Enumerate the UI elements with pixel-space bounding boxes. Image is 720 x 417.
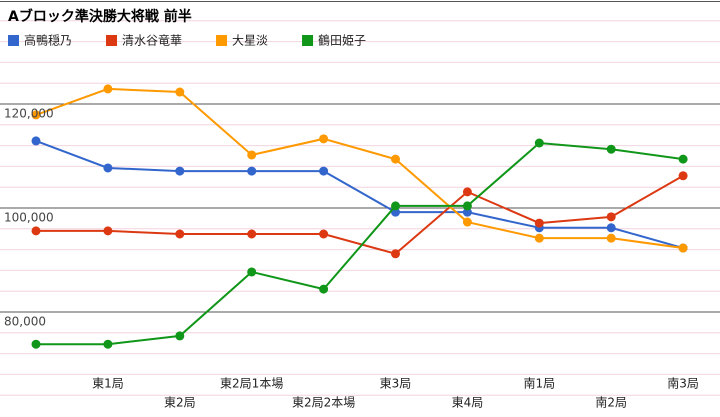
data-point — [247, 150, 257, 160]
data-point — [31, 339, 41, 349]
y-tick-label: 120,000 — [4, 107, 54, 121]
data-point — [103, 84, 113, 94]
data-point — [606, 144, 616, 154]
data-point — [678, 243, 688, 253]
legend-swatch — [216, 35, 228, 46]
x-tick-label: 南1局 — [523, 376, 555, 391]
series-line — [36, 141, 684, 346]
data-point — [462, 207, 472, 217]
data-point — [391, 249, 400, 259]
series-line — [36, 174, 684, 255]
x-tick-label: 南2局 — [595, 395, 627, 410]
x-tick-label: 東2局1本場 — [220, 377, 283, 391]
legend-label: 鶴田姫子 — [318, 33, 366, 48]
data-point — [31, 136, 41, 146]
legend-swatch — [106, 35, 118, 46]
legend-label: 大星淡 — [232, 34, 268, 48]
data-point — [31, 226, 41, 236]
data-point — [534, 218, 544, 228]
x-tick-label: 南3局 — [667, 376, 699, 391]
chart-title: Aブロック準決勝大将戦 前半 — [8, 8, 192, 25]
data-point — [247, 166, 257, 176]
data-point — [175, 229, 185, 239]
data-point — [175, 166, 185, 176]
data-point — [678, 171, 688, 181]
data-point — [606, 212, 616, 222]
data-point — [103, 163, 113, 173]
data-point — [462, 201, 472, 211]
data-point — [534, 233, 544, 243]
data-point — [678, 154, 688, 164]
data-point — [103, 226, 113, 236]
data-point — [462, 217, 472, 227]
x-tick-label: 東1局 — [92, 377, 124, 391]
data-point — [31, 110, 41, 120]
x-tick-label: 東3局 — [380, 377, 412, 391]
legend-swatch — [302, 35, 314, 46]
data-point — [534, 138, 544, 148]
data-point — [103, 339, 113, 349]
data-point — [319, 134, 329, 144]
data-point — [319, 284, 329, 294]
data-point — [391, 154, 400, 164]
y-tick-label: 80,000 — [4, 315, 46, 329]
data-point — [462, 187, 472, 197]
data-point — [175, 331, 185, 341]
data-point — [606, 233, 616, 243]
data-point — [175, 87, 185, 97]
lines — [31, 84, 688, 349]
data-point — [606, 223, 616, 233]
data-point — [319, 229, 329, 239]
series-line — [35, 139, 684, 250]
legend-label: 高鴨穏乃 — [24, 33, 72, 48]
legend-swatch — [8, 35, 19, 46]
data-point — [247, 229, 257, 239]
grid — [0, 1, 720, 396]
series-line — [35, 87, 684, 250]
data-point — [319, 166, 329, 176]
legend-label: 清水谷竜華 — [122, 34, 182, 48]
y-tick-label: 100,000 — [4, 211, 54, 225]
x-tick-label: 東2局 — [164, 396, 196, 410]
data-point — [247, 267, 257, 277]
data-point — [391, 201, 400, 211]
x-tick-label: 東2局2本場 — [292, 396, 355, 410]
x-tick-label: 東4局 — [452, 396, 484, 410]
